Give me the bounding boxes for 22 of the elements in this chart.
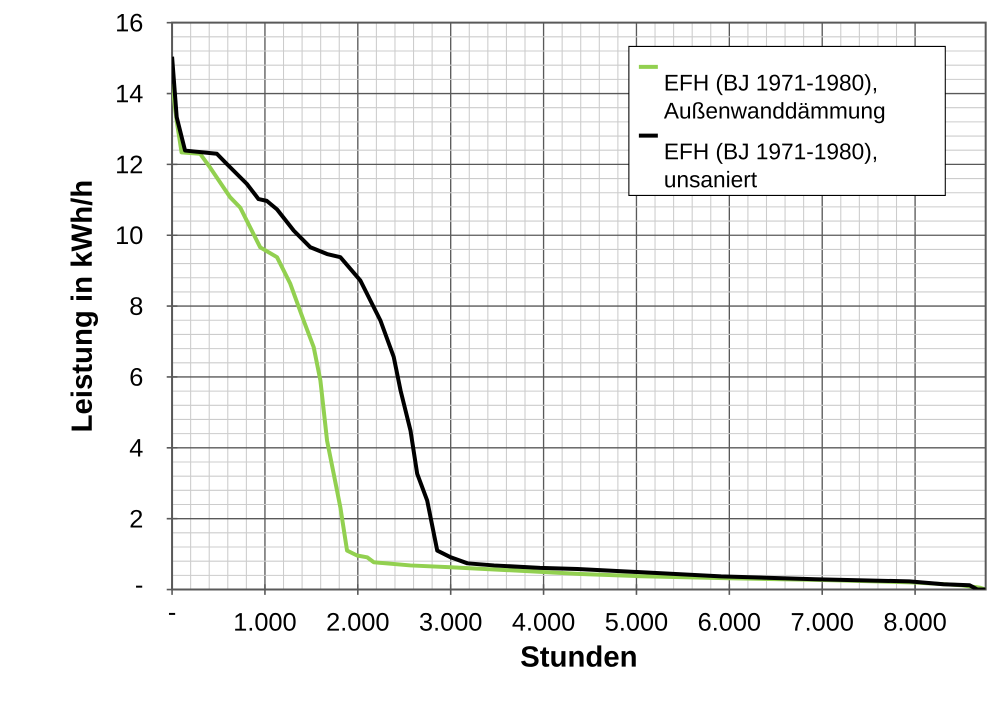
y-axis-title: Leistung in kWh/h xyxy=(70,181,98,430)
x-tick-label: 6.000 xyxy=(698,612,760,631)
y-tick-label: 16 xyxy=(117,14,142,32)
x-tick-label: 5.000 xyxy=(606,612,668,631)
x-tick-label: 7.000 xyxy=(792,612,853,631)
x-tick-label: - xyxy=(168,612,176,615)
x-tick-label: 3.000 xyxy=(420,612,482,631)
y-tick-label: 8 xyxy=(130,297,142,315)
y-tick-label: 2 xyxy=(130,510,142,528)
y-tick-label: 4 xyxy=(130,439,143,456)
y-tick-label: 12 xyxy=(117,155,142,174)
y-tick-label: - xyxy=(136,586,142,588)
y-tick-label: 10 xyxy=(117,226,142,244)
x-tick-label: 8.000 xyxy=(884,612,946,631)
x-axis-title: Stunden xyxy=(521,645,636,667)
legend-label: EFH (BJ 1971-1980), unsaniert xyxy=(665,142,876,188)
y-tick-label: 14 xyxy=(117,84,143,102)
legend-label: EFH (BJ 1971-1980), Außenwanddämmung xyxy=(664,74,884,124)
x-tick-label: 2.000 xyxy=(327,612,389,631)
x-tick-label: 4.000 xyxy=(512,612,574,631)
y-tick-label: 6 xyxy=(130,368,142,386)
x-tick-label: 1.000 xyxy=(235,612,296,631)
